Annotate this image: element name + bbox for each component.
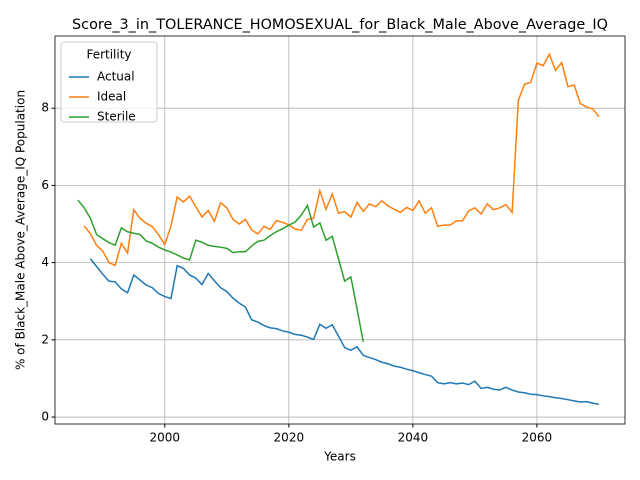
legend-label: Sterile (97, 110, 136, 124)
x-tick-label: 2060 (522, 431, 553, 445)
x-tick-label: 2000 (150, 431, 181, 445)
chart-title: Score_3_in_TOLERANCE_HOMOSEXUAL_for_Blac… (72, 17, 608, 33)
y-tick-label: 0 (41, 410, 49, 424)
line-series (83, 52, 600, 267)
y-tick-label: 6 (41, 178, 49, 192)
y-axis-label: % of Black_Male Above_Average_IQ Populat… (14, 90, 28, 370)
y-tick-label: 2 (41, 332, 49, 346)
legend-label: Ideal (97, 90, 126, 104)
y-tick-label: 4 (41, 255, 49, 269)
x-axis-label: Years (323, 450, 356, 464)
y-tick-label: 8 (41, 101, 49, 115)
x-tick-label: 2040 (398, 431, 429, 445)
line-series (89, 258, 600, 406)
legend-label: Actual (97, 70, 135, 84)
x-tick-label: 2020 (274, 431, 305, 445)
legend-title: Fertility (86, 48, 131, 62)
plot-frame (54, 35, 626, 425)
line-series (77, 199, 364, 342)
legend-box (60, 41, 158, 123)
